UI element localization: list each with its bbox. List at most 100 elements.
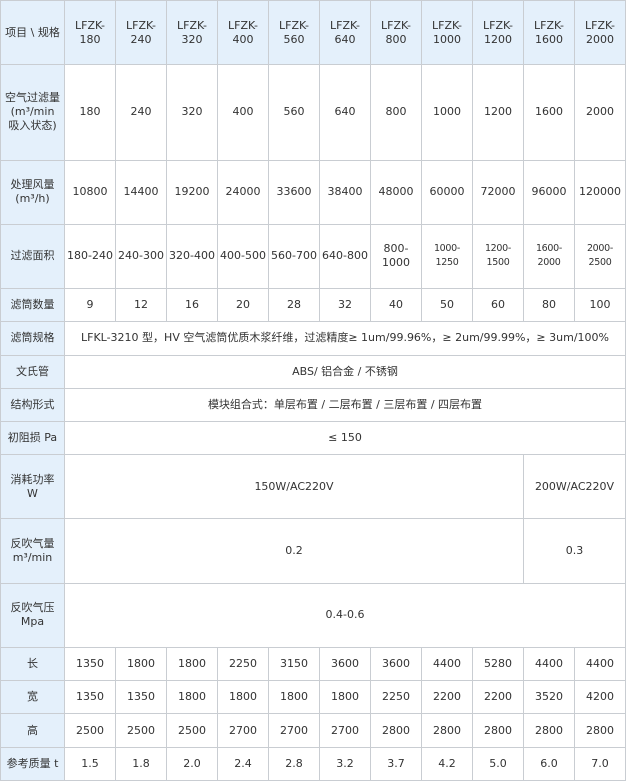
- table-cell: 320-400: [166, 223, 218, 290]
- table-row: 空气过滤量 (m³/min 吸入状态) 180 240 320 400 560 640 800…: [0, 64, 626, 161]
- table-row: 过滤面积 180-240 240-300 320-400 400-500 560-700 6…: [0, 223, 626, 290]
- model-header: LFZK- 1200: [472, 0, 524, 66]
- table-cell: 2500: [166, 713, 218, 748]
- table-cell: 3600: [370, 646, 422, 682]
- table-cell: 180-240: [64, 223, 116, 290]
- row-label: 参考质量 t: [0, 746, 65, 781]
- table-cell: 1800: [217, 680, 269, 715]
- table-cell: 4400: [421, 646, 473, 682]
- table-cell: 1600: [523, 64, 575, 161]
- table-cell: 2200: [472, 680, 524, 715]
- table-cell: 640-800: [319, 223, 371, 290]
- table-cell: 1800: [115, 646, 167, 682]
- table-cell: 0.2: [64, 518, 524, 584]
- table-row: 反吹气量 m³/min 0.2 0.3: [0, 518, 626, 584]
- model-header: LFZK- 400: [217, 0, 269, 66]
- corner-header: 项目 \ 规格: [0, 0, 65, 66]
- table-cell: 60: [472, 288, 524, 323]
- table-row: 处理风量 (m³/h) 10800 14400 19200 24000 33600 3840…: [0, 159, 626, 225]
- table-cell: 2500: [64, 713, 116, 748]
- table-cell: 2500: [115, 713, 167, 748]
- table-cell: 2200: [421, 680, 473, 715]
- row-label: 消耗功率 W: [0, 454, 65, 520]
- table-cell: 2250: [217, 646, 269, 682]
- table-cell: 5.0: [472, 746, 524, 781]
- model-header: LFZK- 560: [268, 0, 320, 66]
- table-cell: 2800: [472, 713, 524, 748]
- row-label: 滤筒数量: [0, 288, 65, 323]
- model-header: LFZK- 800: [370, 0, 422, 66]
- table-row: 高 2500 2500 2500 2700 2700 2700 2800 2800 2800 280…: [0, 713, 626, 748]
- table-cell: 1800: [166, 646, 218, 682]
- table-cell: 240: [115, 64, 167, 161]
- row-label: 反吹气量 m³/min: [0, 518, 65, 584]
- table-cell: 1800: [268, 680, 320, 715]
- table-cell: 4400: [523, 646, 575, 682]
- table-cell: 1000: [421, 64, 473, 161]
- table-cell: 2800: [574, 713, 626, 748]
- row-label: 文氏管: [0, 354, 65, 389]
- table-row: 参考质量 t 1.5 1.8 2.0 2.4 2.8 3.2 3.7 4.2 5.0 6.0 7.0: [0, 746, 626, 781]
- row-label: 处理风量 (m³/h): [0, 159, 65, 225]
- table-cell: 38400: [319, 159, 371, 225]
- table-cell: 16: [166, 288, 218, 323]
- table-cell: 1350: [115, 680, 167, 715]
- model-header: LFZK- 640: [319, 0, 371, 66]
- row-label: 反吹气压 Mpa: [0, 582, 65, 648]
- table-cell: 2.8: [268, 746, 320, 781]
- model-header: LFZK- 1600: [523, 0, 575, 66]
- table-row: 反吹气压 Mpa 0.4-0.6: [0, 582, 626, 648]
- table-cell: 1200-1500: [472, 223, 524, 290]
- row-label: 宽: [0, 680, 65, 715]
- table-cell: 2700: [319, 713, 371, 748]
- table-cell: 320: [166, 64, 218, 161]
- table-cell: 24000: [217, 159, 269, 225]
- model-header: LFZK- 240: [115, 0, 167, 66]
- table-cell: 3.2: [319, 746, 371, 781]
- table-cell: 2800: [421, 713, 473, 748]
- table-cell: 3.7: [370, 746, 422, 781]
- table-cell: 400: [217, 64, 269, 161]
- table-cell: 60000: [421, 159, 473, 225]
- table-cell: 50: [421, 288, 473, 323]
- table-cell: 1350: [64, 680, 116, 715]
- table-cell: 2700: [268, 713, 320, 748]
- table-row: 长 1350 1800 1800 2250 3150 3600 3600 4400 5280 440…: [0, 646, 626, 682]
- table-cell: 3600: [319, 646, 371, 682]
- table-cell: 2700: [217, 713, 269, 748]
- table-cell: 19200: [166, 159, 218, 225]
- table-cell: ≤ 150: [64, 420, 626, 456]
- table-cell: 7.0: [574, 746, 626, 781]
- table-row: 滤筒数量 9 12 16 20 28 32 40 50 60 80 100: [0, 288, 626, 323]
- header-row: 项目 \ 规格 LFZK- 180 LFZK- 240 LFZK- 320 LFZK- …: [0, 0, 626, 66]
- table-cell: 2000: [574, 64, 626, 161]
- model-header: LFZK- 320: [166, 0, 218, 66]
- model-header: LFZK- 2000: [574, 0, 626, 66]
- table-cell: 2250: [370, 680, 422, 715]
- table-row: 宽 1350 1350 1800 1800 1800 1800 2250 2200 2200 352…: [0, 680, 626, 715]
- table-cell: LFKL-3210 型，HV 空气滤筒优质木浆纤维，过滤精度≥ 1um/99.9…: [64, 321, 626, 356]
- table-cell: 240-300: [115, 223, 167, 290]
- table-cell: 80: [523, 288, 575, 323]
- table-cell: 20: [217, 288, 269, 323]
- table-cell: 40: [370, 288, 422, 323]
- table-cell: 6.0: [523, 746, 575, 781]
- table-cell: 模块组合式：单层布置 / 二层布置 / 三层布置 / 四层布置: [64, 387, 626, 422]
- table-cell: 12: [115, 288, 167, 323]
- table-cell: 14400: [115, 159, 167, 225]
- table-cell: 0.4-0.6: [64, 582, 626, 648]
- model-header: LFZK- 180: [64, 0, 116, 66]
- table-cell: 96000: [523, 159, 575, 225]
- table-cell: 1800: [166, 680, 218, 715]
- row-label: 过滤面积: [0, 223, 65, 290]
- table-cell: 1800: [319, 680, 371, 715]
- table-row: 文氏管 ABS/ 铝合金 / 不锈钢: [0, 354, 626, 389]
- table-cell: 2.4: [217, 746, 269, 781]
- model-header: LFZK- 1000: [421, 0, 473, 66]
- table-cell: 0.3: [523, 518, 626, 584]
- table-cell: 150W/AC220V: [64, 454, 524, 520]
- table-cell: 800-1000: [370, 223, 422, 290]
- table-cell: 10800: [64, 159, 116, 225]
- table-cell: 28: [268, 288, 320, 323]
